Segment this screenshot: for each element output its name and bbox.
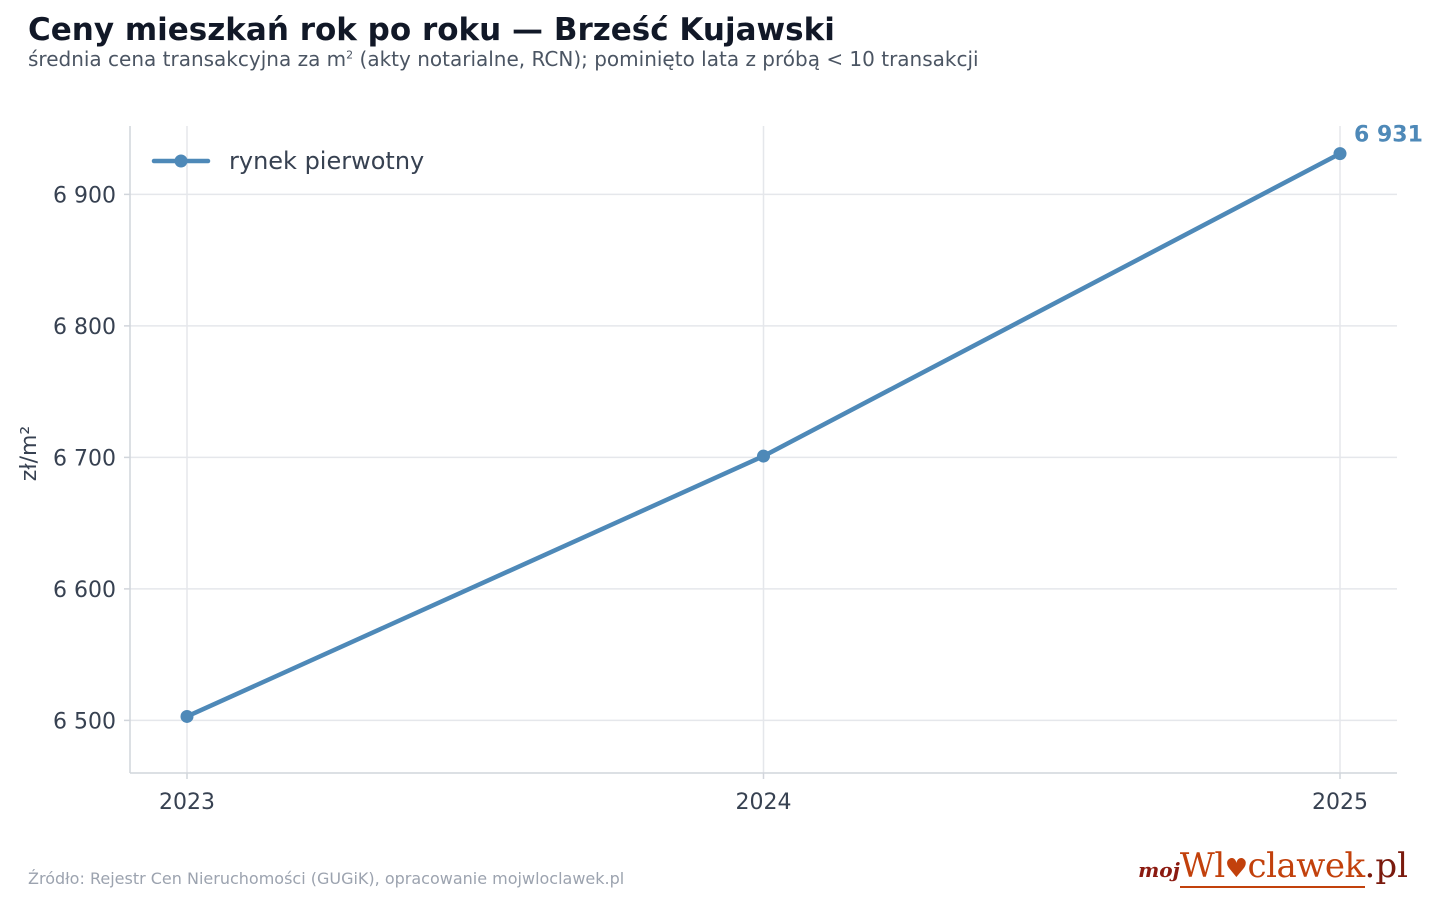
legend-marker xyxy=(174,154,188,168)
source-note: Źródło: Rejestr Cen Nieruchomości (GUGiK… xyxy=(28,869,625,888)
data-point xyxy=(757,449,770,463)
series-layer: 6 931 xyxy=(180,123,1423,723)
y-tick-label: 6 800 xyxy=(53,315,116,340)
logo-name-end: clawek xyxy=(1247,846,1366,886)
chart-title: Ceny mieszkań rok po roku — Brześć Kujaw… xyxy=(28,12,835,48)
subtitle-superscript: 2 xyxy=(346,48,354,62)
data-point xyxy=(1333,147,1347,161)
x-tick-label: 2024 xyxy=(736,790,792,815)
heart-icon: ♥ xyxy=(1224,854,1248,884)
y-tick-label: 6 700 xyxy=(53,446,116,471)
logo-name-start: Wl xyxy=(1179,846,1225,886)
y-tick-label: 6 500 xyxy=(53,709,116,734)
subtitle-text-end: (akty notarialne, RCN); pominięto lata z… xyxy=(353,47,979,71)
y-tick-label: 6 900 xyxy=(53,183,116,208)
legend: rynek pierwotny xyxy=(151,147,424,175)
x-tick-label: 2023 xyxy=(159,790,215,815)
data-point xyxy=(180,709,194,723)
grid-layer xyxy=(130,126,1397,773)
end-value-label: 6 931 xyxy=(1354,123,1423,148)
subtitle-text-start: średnia cena transakcyjna za m xyxy=(28,47,347,71)
legend-label: rynek pierwotny xyxy=(229,147,424,175)
y-axis-label: zł/m² xyxy=(17,426,42,481)
logo-prefix: moj xyxy=(1138,858,1180,882)
site-logo[interactable]: mojWl♥clawek.pl xyxy=(1138,846,1408,888)
chart-subtitle: średnia cena transakcyjna za m2 (akty no… xyxy=(28,47,979,71)
logo-domain: .pl xyxy=(1364,846,1408,886)
axis-layer: 6 500 6 600 6 700 6 800 6 900 2023 2024 2025 zł/… xyxy=(17,126,1397,815)
x-tick-label: 2025 xyxy=(1312,790,1368,815)
logo-name: Wl♥clawek xyxy=(1179,846,1366,888)
y-tick-label: 6 600 xyxy=(53,578,116,603)
